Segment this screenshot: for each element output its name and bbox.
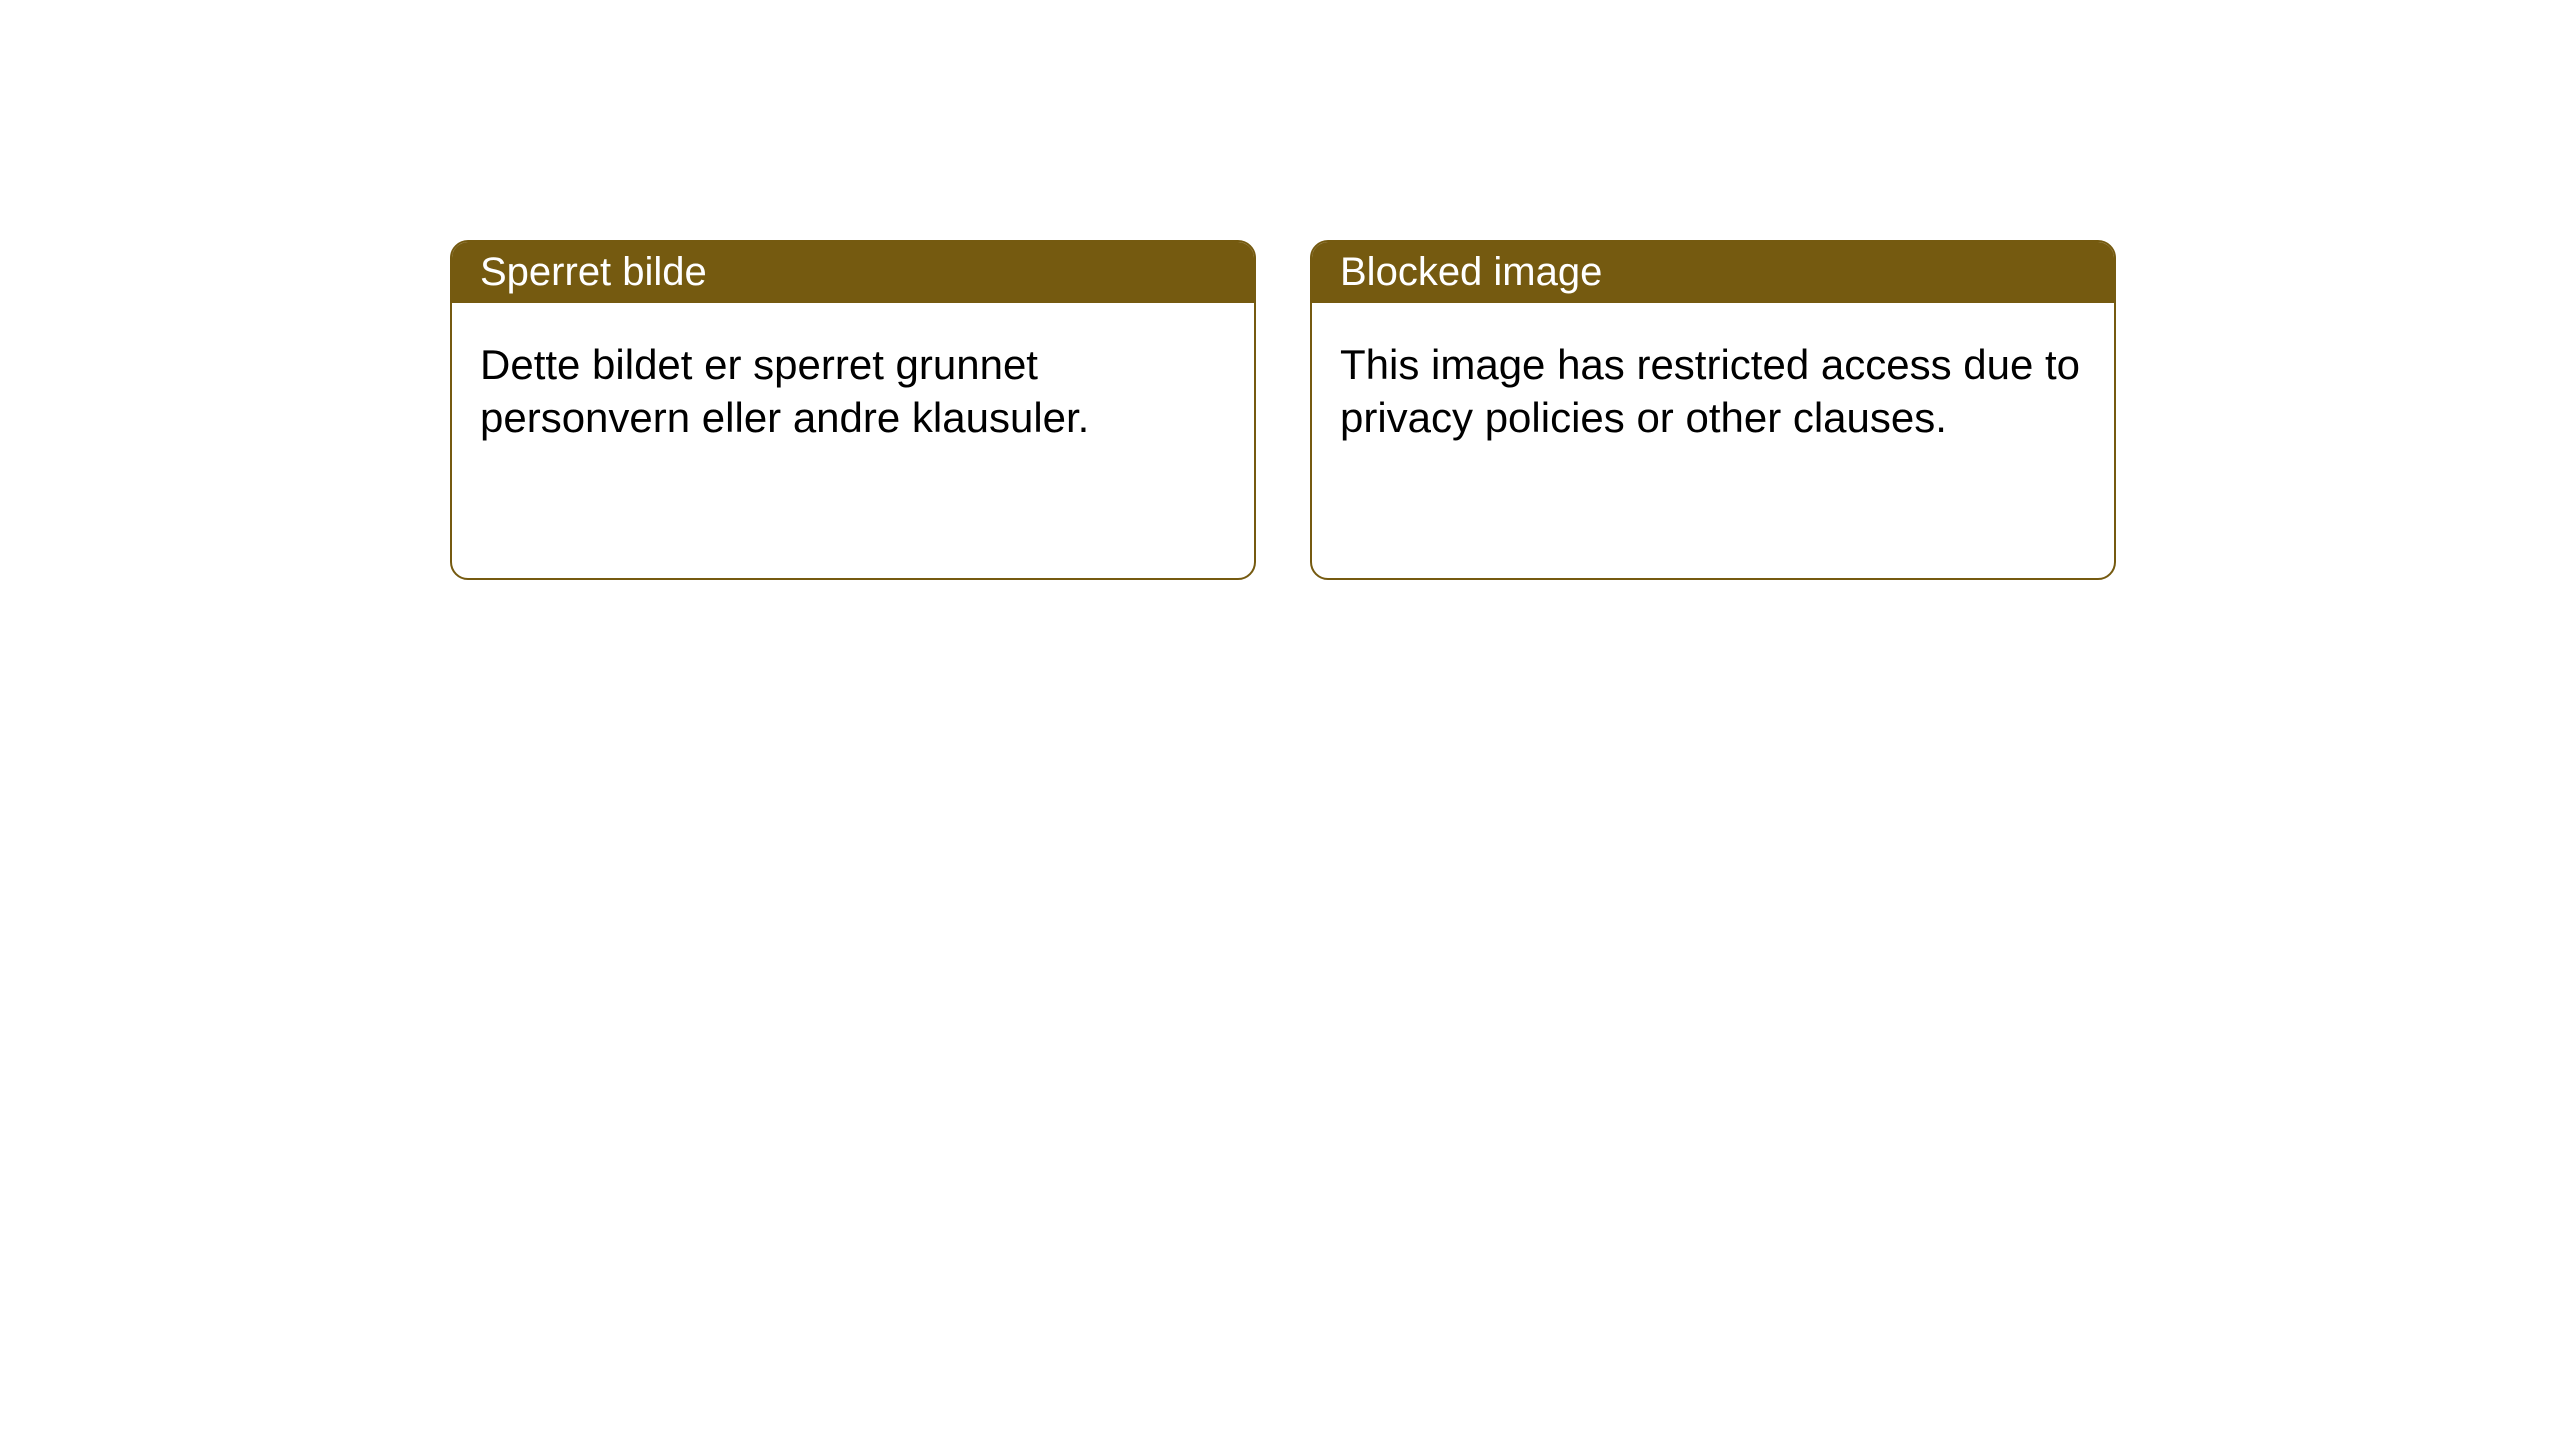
card-body: Dette bildet er sperret grunnet personve…	[452, 303, 1254, 480]
card-header: Sperret bilde	[452, 242, 1254, 303]
card-header: Blocked image	[1312, 242, 2114, 303]
notice-card-norwegian: Sperret bilde Dette bildet er sperret gr…	[450, 240, 1256, 580]
notice-card-english: Blocked image This image has restricted …	[1310, 240, 2116, 580]
card-body: This image has restricted access due to …	[1312, 303, 2114, 480]
notice-cards-container: Sperret bilde Dette bildet er sperret gr…	[0, 0, 2560, 580]
